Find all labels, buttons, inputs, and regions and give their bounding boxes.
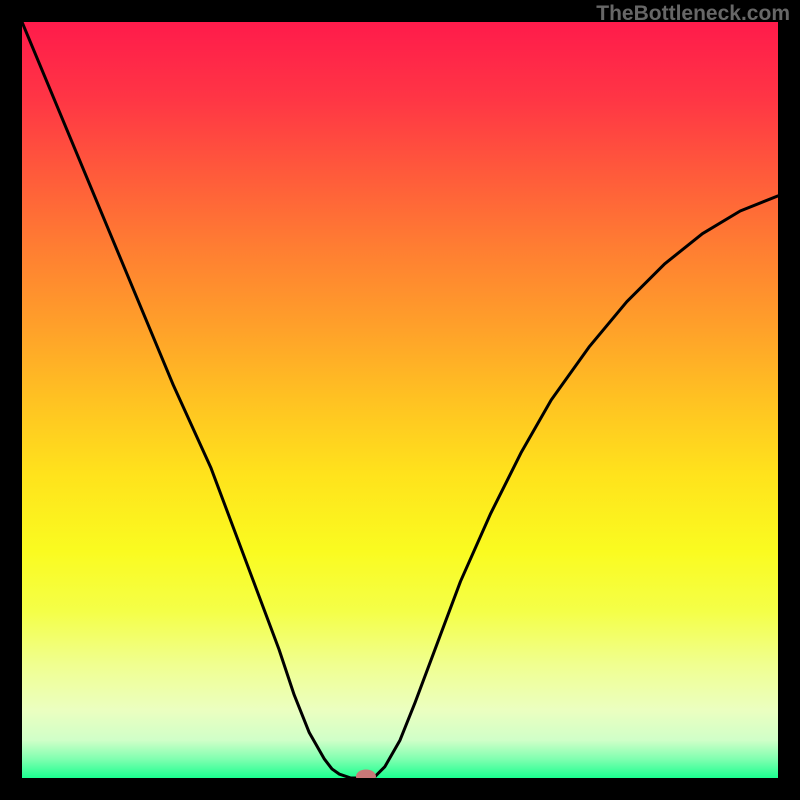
watermark-text: TheBottleneck.com <box>596 2 790 26</box>
plot-area <box>22 22 778 778</box>
chart-container: TheBottleneck.com <box>0 0 800 800</box>
gradient-background <box>22 22 778 778</box>
bottleneck-curve-chart <box>22 22 778 778</box>
